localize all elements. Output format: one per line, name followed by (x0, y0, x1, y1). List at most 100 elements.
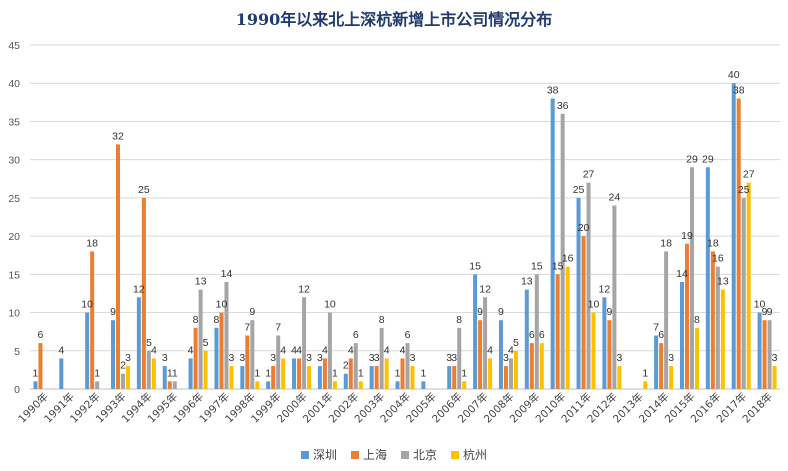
y-tick-label: 45 (8, 40, 20, 52)
legend-item: 北京 (401, 446, 437, 463)
data-label: 10 (216, 299, 228, 311)
data-label: 1 (332, 367, 338, 379)
data-label: 3 (239, 352, 245, 364)
bar (483, 297, 488, 389)
bar (654, 335, 659, 389)
bar (488, 358, 493, 389)
data-label: 4 (151, 344, 157, 356)
data-label: 1 (94, 367, 100, 379)
data-label: 7 (244, 321, 250, 333)
data-label: 4 (188, 344, 194, 356)
bar (529, 343, 534, 389)
bar (193, 327, 198, 389)
bar (379, 327, 384, 389)
bar (736, 98, 741, 389)
data-label: 10 (754, 299, 766, 311)
bar (224, 281, 229, 389)
data-label: 8 (379, 314, 385, 326)
data-label: 15 (531, 260, 543, 272)
data-label: 3 (317, 352, 323, 364)
data-label: 20 (578, 222, 590, 234)
bar (586, 182, 591, 389)
bar (229, 366, 234, 389)
data-label: 8 (456, 314, 462, 326)
bar (607, 320, 612, 389)
bar (503, 366, 508, 389)
data-label: 4 (296, 344, 302, 356)
bar (240, 366, 245, 389)
data-label: 4 (291, 344, 297, 356)
data-label: 6 (529, 329, 535, 341)
bar (198, 289, 203, 389)
bar (602, 297, 607, 389)
data-label: 3 (446, 352, 452, 364)
data-label: 3 (125, 352, 131, 364)
data-label: 6 (353, 329, 359, 341)
bar (524, 289, 529, 389)
bar (710, 251, 715, 389)
data-label: 1 (642, 367, 648, 379)
bar (317, 366, 322, 389)
bar (664, 251, 669, 389)
legend-swatch (350, 450, 359, 459)
bar (498, 320, 503, 389)
bar (643, 381, 648, 389)
data-label: 9 (762, 306, 768, 318)
y-tick-label: 10 (8, 308, 20, 320)
data-label: 9 (249, 306, 255, 318)
data-label: 7 (275, 321, 281, 333)
bar (513, 350, 518, 389)
bar (715, 266, 720, 389)
data-label: 3 (229, 352, 235, 364)
bar-series (33, 83, 777, 390)
y-tick-label: 30 (8, 155, 20, 167)
data-label: 29 (702, 153, 714, 165)
data-label: 4 (508, 344, 514, 356)
data-label: 9 (498, 306, 504, 318)
data-label: 18 (86, 237, 98, 249)
data-label: 3 (451, 352, 457, 364)
x-axis: 1990年1991年1992年1993年1994年1995年1996年1997年… (16, 390, 776, 426)
bar (473, 274, 478, 389)
legend-label: 上海 (362, 448, 387, 462)
legend-label: 北京 (413, 448, 438, 462)
bar (720, 289, 725, 389)
data-label: 38 (547, 85, 559, 97)
data-label: 19 (681, 230, 693, 242)
chart-title: 1990年以来北上深杭新增上市公司情况分布 (235, 10, 553, 29)
legend-swatch (300, 450, 309, 459)
data-label: 12 (298, 283, 310, 295)
data-label: 4 (487, 344, 493, 356)
bar (59, 358, 64, 389)
bar (250, 320, 255, 389)
data-label: 10 (324, 299, 336, 311)
data-label: 3 (772, 352, 778, 364)
y-tick-label: 35 (8, 116, 20, 128)
bar (478, 320, 483, 389)
bar (219, 312, 224, 389)
bar (457, 327, 462, 389)
bar (95, 381, 100, 389)
bar (281, 358, 286, 389)
bar (172, 381, 177, 389)
y-tick-label: 25 (8, 193, 20, 205)
data-label: 1 (358, 367, 364, 379)
data-label: 1 (33, 367, 39, 379)
data-label: 5 (203, 337, 209, 349)
data-label: 1 (395, 367, 401, 379)
bar (591, 312, 596, 389)
bar (358, 381, 363, 389)
bar (302, 297, 307, 389)
data-label: 10 (588, 299, 600, 311)
data-label: 12 (479, 283, 491, 295)
data-label: 8 (214, 314, 220, 326)
bar (33, 381, 38, 389)
data-label: 15 (469, 260, 481, 272)
bar (121, 373, 126, 389)
bar (292, 358, 297, 389)
bar (576, 197, 581, 389)
data-label: 15 (552, 260, 564, 272)
bar (534, 274, 539, 389)
data-label: 4 (58, 344, 64, 356)
